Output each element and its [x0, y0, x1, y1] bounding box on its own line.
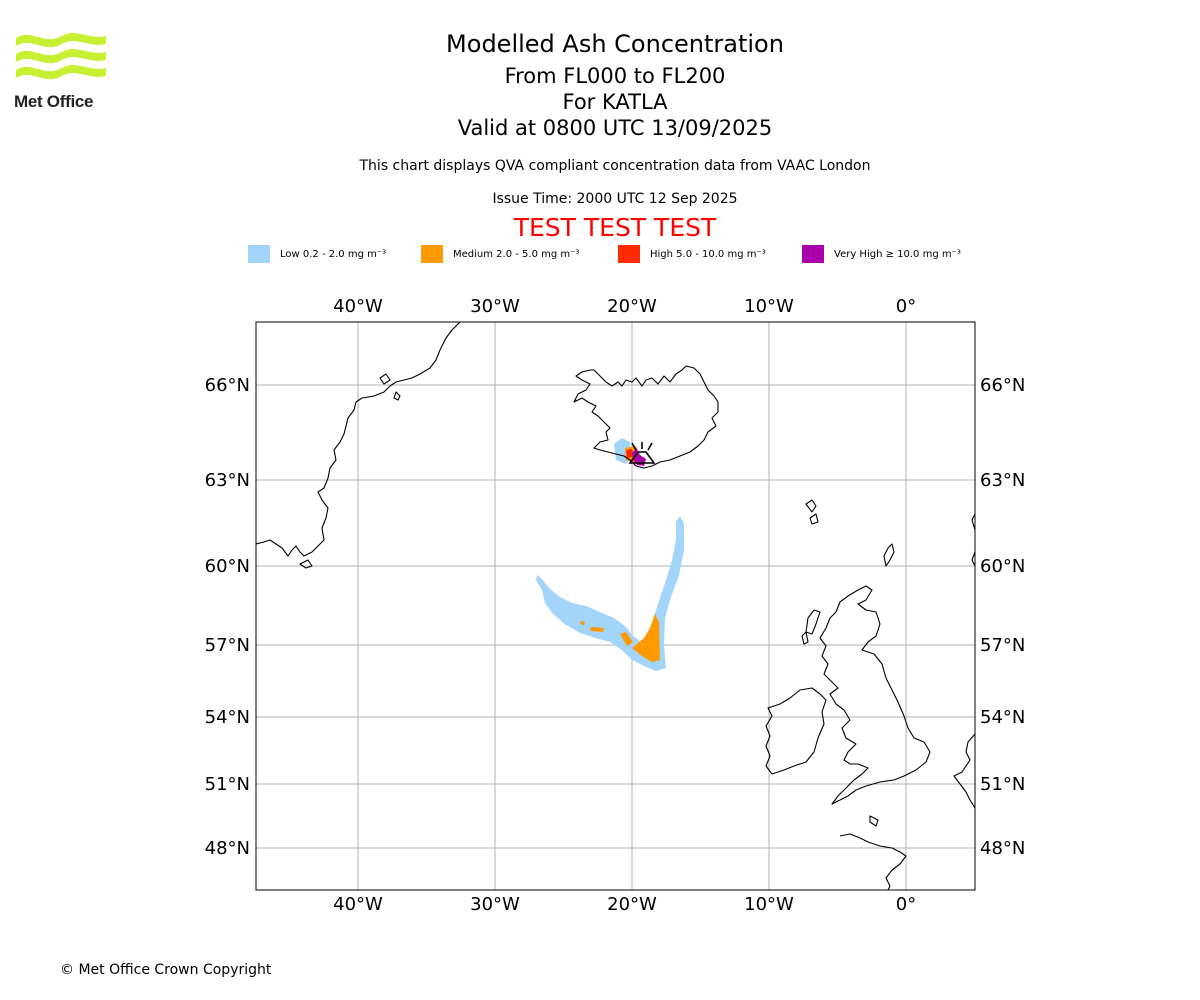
latitude-labels-left: 66°N 63°N 60°N 57°N 54°N 51°N 48°N [205, 375, 250, 859]
lat-label: 57°N [980, 635, 1025, 656]
lat-label: 48°N [980, 838, 1025, 859]
issue-time: Issue Time: 2000 UTC 12 Sep 2025 [492, 191, 738, 207]
legend-item-high: High 5.0 - 10.0 mg m⁻³ [618, 244, 766, 264]
lon-label: 10°W [744, 296, 794, 317]
lat-label: 63°N [980, 470, 1025, 491]
chart-description: This chart displays QVA compliant concen… [359, 158, 871, 174]
lat-label: 54°N [980, 707, 1025, 728]
lon-label: 0° [896, 894, 916, 915]
logo-text: Met Office [14, 92, 94, 111]
flight-levels: From FL000 to FL200 [504, 64, 726, 88]
legend-label-high: High 5.0 - 10.0 mg m⁻³ [650, 248, 766, 260]
lon-label: 40°W [333, 296, 383, 317]
map-gridlines [256, 322, 975, 890]
legend-label-low: Low 0.2 - 2.0 mg m⁻³ [280, 248, 387, 260]
lon-label: 0° [896, 296, 916, 317]
lat-label: 57°N [205, 635, 250, 656]
met-office-waves-icon [16, 33, 106, 80]
lon-label: 10°W [744, 894, 794, 915]
map-frame [255, 321, 976, 891]
lat-label: 60°N [205, 556, 250, 577]
lon-label: 40°W [333, 894, 383, 915]
copyright-notice: © Met Office Crown Copyright [60, 962, 272, 978]
longitude-labels-bottom: 40°W 30°W 20°W 10°W 0° [333, 894, 916, 915]
longitude-labels-top: 40°W 30°W 20°W 10°W 0° [333, 296, 916, 317]
lat-label: 66°N [980, 375, 1025, 396]
legend-item-very-high: Very High ≥ 10.0 mg m⁻³ [802, 244, 961, 264]
lon-label: 20°W [607, 296, 657, 317]
ireland-coast [765, 687, 827, 775]
lat-label: 54°N [205, 707, 250, 728]
lat-label: 51°N [205, 774, 250, 795]
latitude-labels-right: 66°N 63°N 60°N 57°N 54°N 51°N 48°N [980, 375, 1025, 859]
lon-label: 20°W [607, 894, 657, 915]
legend-item-low: Low 0.2 - 2.0 mg m⁻³ [248, 244, 386, 264]
greenland-coast [256, 322, 461, 557]
legend-swatch-high [618, 245, 640, 263]
coastlines [256, 322, 975, 890]
france-coast [839, 833, 907, 890]
legend-label-very-high: Very High ≥ 10.0 mg m⁻³ [834, 248, 961, 260]
legend-swatch-low [248, 245, 270, 263]
lat-label: 60°N [980, 556, 1025, 577]
chart-title: Modelled Ash Concentration [446, 30, 784, 58]
test-banner: TEST TEST TEST [513, 213, 717, 242]
legend-swatch-medium [421, 245, 443, 263]
legend-label-medium: Medium 2.0 - 5.0 mg m⁻³ [453, 248, 580, 260]
legend-swatch-very-high [802, 245, 824, 263]
ash-low-plume [536, 438, 684, 671]
iceland-coast [573, 365, 719, 469]
lat-label: 63°N [205, 470, 250, 491]
great-britain-coast [819, 585, 931, 805]
ash-very-high-zone [632, 449, 646, 466]
lat-label: 51°N [980, 774, 1025, 795]
volcano-name: For KATLA [562, 90, 668, 114]
lat-label: 66°N [205, 375, 250, 396]
volcano-marker-icon [628, 442, 656, 464]
met-office-logo: Met Office [14, 30, 109, 112]
lat-label: 48°N [205, 838, 250, 859]
valid-time: Valid at 0800 UTC 13/09/2025 [457, 116, 773, 140]
lon-label: 30°W [470, 894, 520, 915]
lon-label: 30°W [470, 296, 520, 317]
legend-item-medium: Medium 2.0 - 5.0 mg m⁻³ [421, 244, 579, 264]
